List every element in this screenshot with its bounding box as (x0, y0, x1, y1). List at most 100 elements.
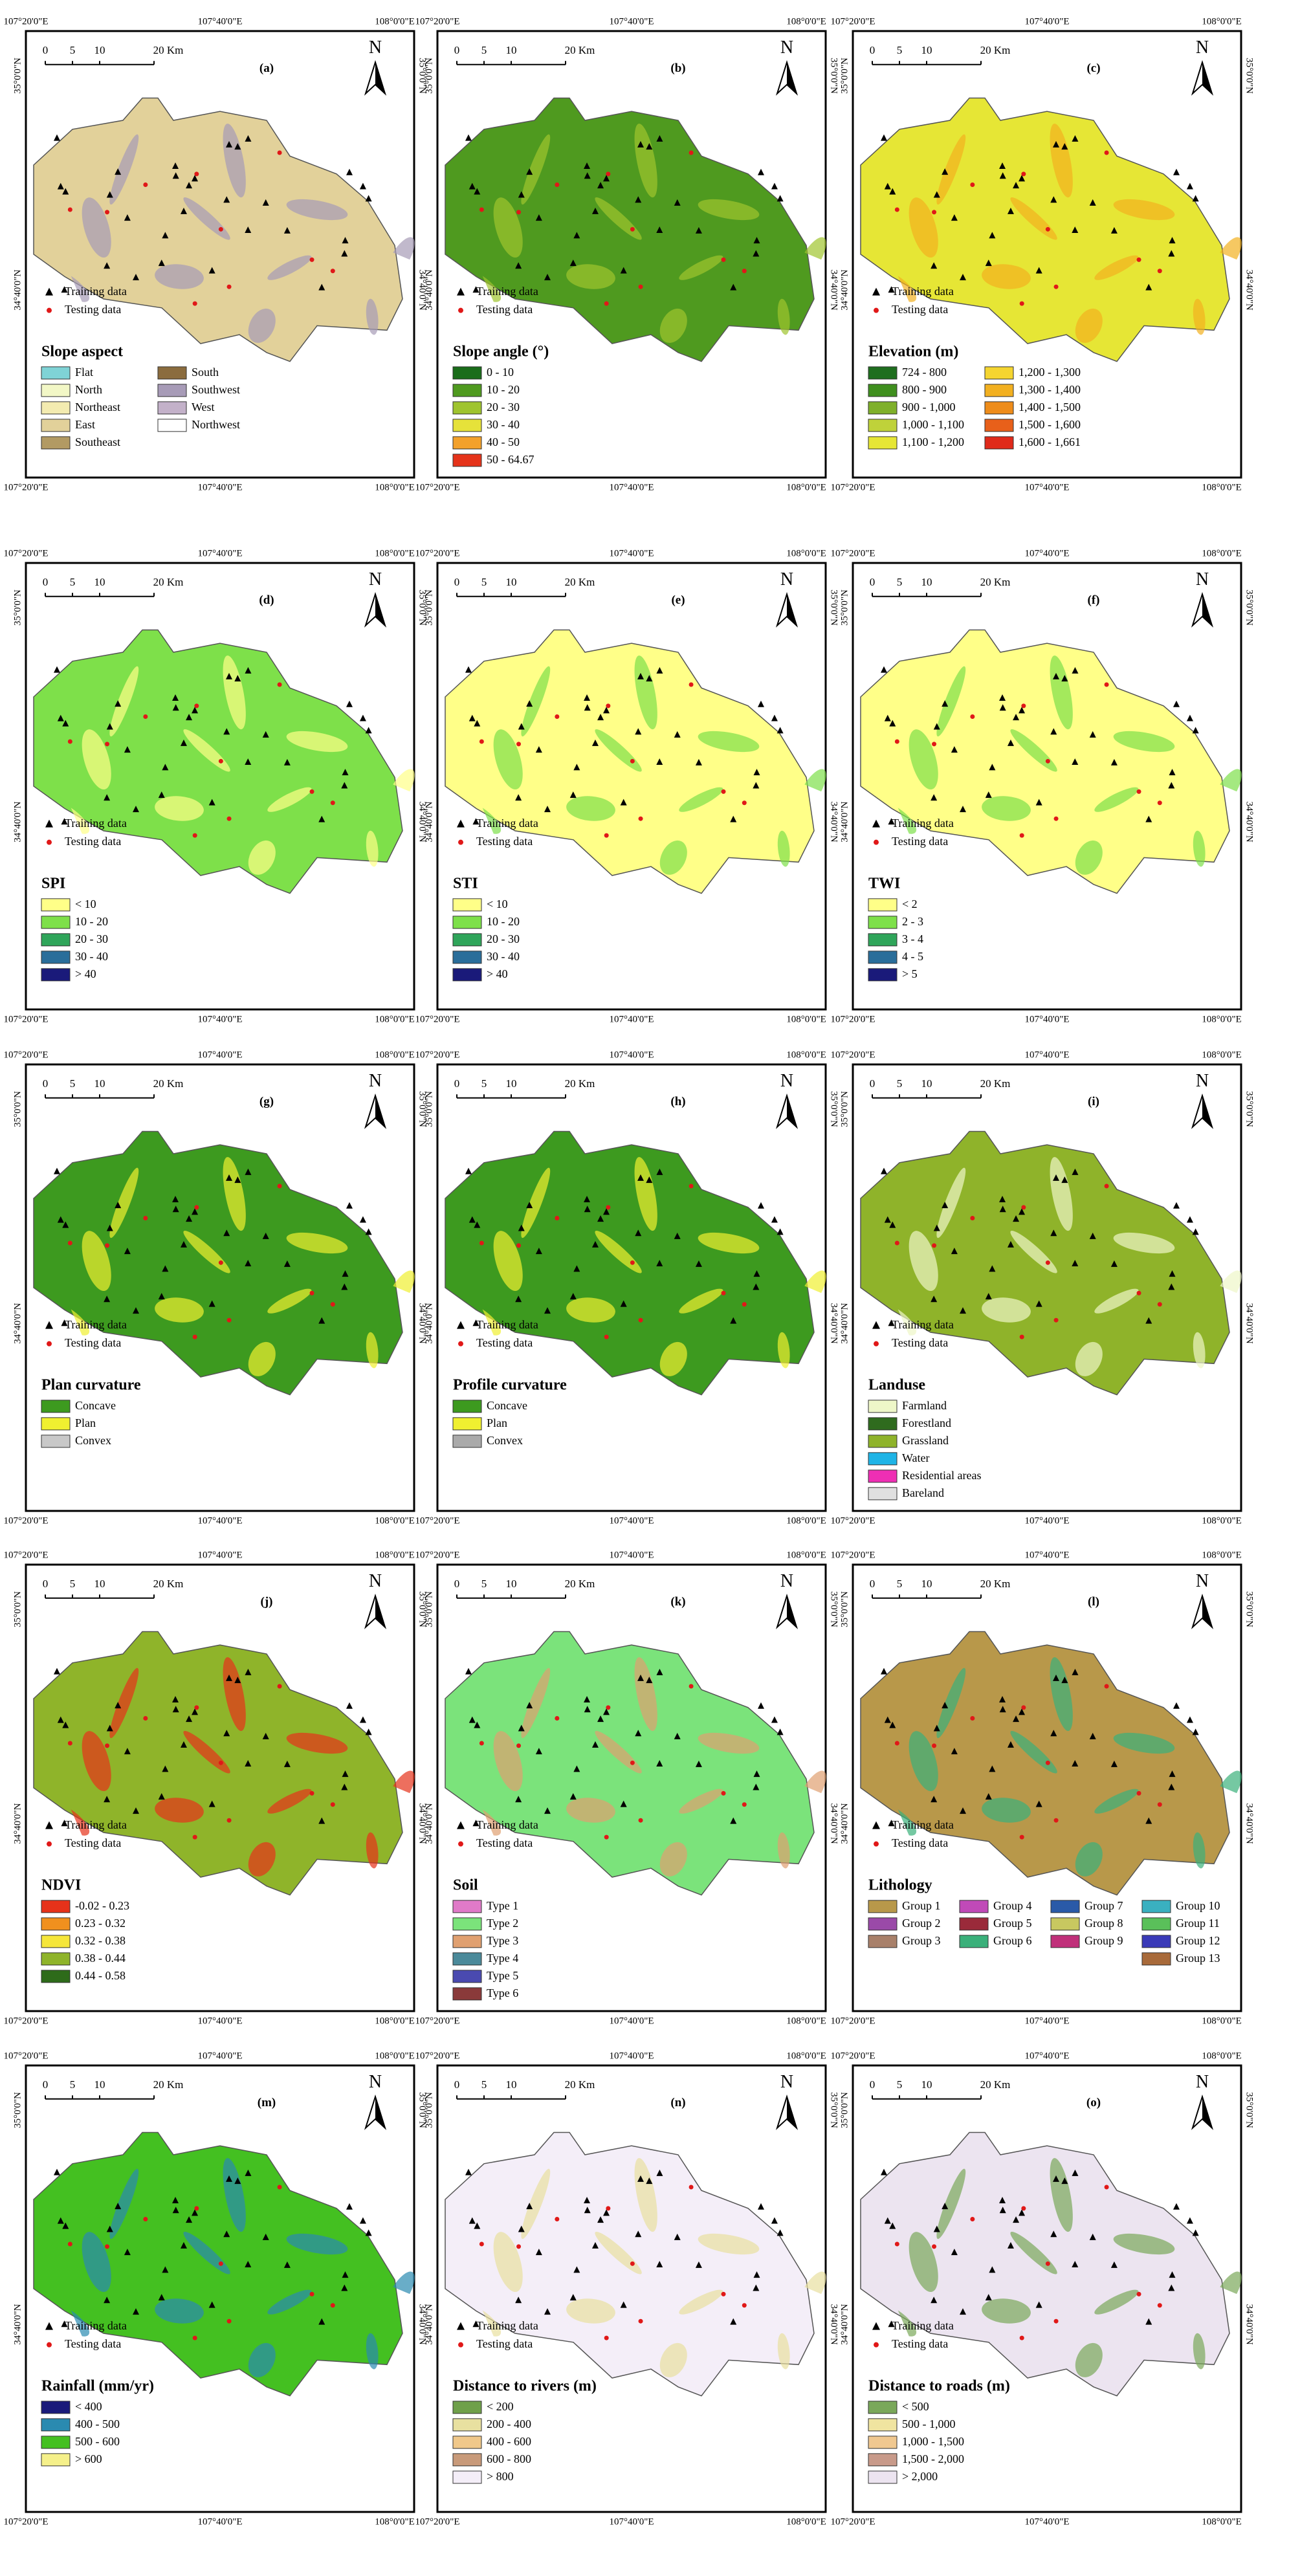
legend-label: 4 - 5 (902, 950, 923, 963)
left-coord-label: 34°40'0"N (12, 269, 23, 310)
bottom-coord-label: 107°20'0"E (415, 2516, 460, 2527)
map-patch (777, 298, 790, 335)
training-point (931, 2296, 938, 2304)
legend-label: Type 6 (487, 1987, 518, 1999)
training-point (584, 2197, 591, 2204)
testing-point (606, 1205, 611, 1210)
top-coord-label: 108°0'0"E (786, 548, 826, 558)
map-patch (267, 255, 312, 280)
north-label: N (780, 1571, 793, 1591)
training-point (341, 250, 348, 257)
legend-swatch (157, 384, 187, 397)
scale-label: 0 (870, 1578, 876, 1590)
testing-point (1045, 226, 1050, 232)
legend-swatch (452, 968, 482, 982)
right-coord-label: 35°0'0"N (417, 1091, 428, 1127)
north-label: N (369, 1571, 382, 1591)
testing-symbol (874, 1841, 879, 1847)
map-patch (777, 1832, 790, 1869)
training-point (365, 1228, 372, 1235)
training-point (57, 714, 64, 721)
training-point (62, 1221, 69, 1228)
training-point (104, 1295, 111, 1303)
scale-label: 20 Km (980, 44, 1011, 56)
training-point (753, 2271, 760, 2278)
scale-label: 20 Km (565, 2078, 595, 2091)
legend-swatch (868, 1487, 898, 1501)
training-point (468, 714, 476, 721)
testing-point (192, 301, 197, 306)
training-point (771, 182, 778, 190)
top-coord-label: 108°0'0"E (1202, 1550, 1242, 1560)
testing-point (638, 284, 643, 289)
top-coord-label: 107°20'0"E (831, 2051, 876, 2061)
training-symbol (45, 287, 53, 296)
scale-label: 5 (70, 2078, 76, 2091)
legend-swatch (452, 2453, 482, 2467)
left-coord-label: 34°40'0"N (424, 1303, 434, 1343)
scale-label: 20 Km (980, 576, 1011, 588)
map-patch (493, 2232, 523, 2293)
testing-point (894, 1240, 899, 1246)
map-patch (521, 1668, 551, 1739)
training-point (54, 1167, 60, 1174)
training-point (208, 2301, 215, 2308)
training-point (591, 1741, 599, 1748)
training-point (889, 2222, 896, 2229)
legend-swatch (984, 401, 1014, 415)
training-point (597, 1715, 604, 1723)
training-point (346, 168, 353, 175)
training-point (518, 1224, 525, 1231)
training-point (1061, 143, 1068, 150)
legend-label: 2 - 3 (902, 915, 923, 928)
training-point (1050, 728, 1057, 735)
legend-label: Group 11 (1176, 1917, 1220, 1930)
legend-title: Profile curvature (453, 1376, 567, 1393)
scale-label: 20 Km (153, 576, 184, 588)
legend-swatch (452, 1987, 482, 2001)
map-patch (366, 1332, 379, 1369)
training-point (646, 2177, 653, 2185)
training-label: Training data (892, 2319, 954, 2332)
legend-swatch (1141, 1935, 1171, 1948)
testing-point (970, 1715, 975, 1721)
legend-swatch (868, 1452, 898, 1466)
testing-point (309, 1790, 314, 1796)
training-point (656, 1168, 663, 1175)
testing-point (516, 2244, 522, 2249)
training-point (753, 250, 760, 257)
training-point (365, 1728, 372, 1735)
map-patch (909, 2232, 938, 2293)
scale-label: 20 Km (565, 576, 595, 588)
map-patch (82, 729, 111, 790)
map-patch (1094, 2289, 1139, 2315)
training-point (951, 746, 958, 753)
map-patch (566, 264, 615, 289)
legend-label: Group 6 (993, 1934, 1032, 1947)
training-point (777, 1728, 784, 1735)
north-label: N (1196, 569, 1209, 589)
testing-symbol (458, 1841, 463, 1847)
legend-label: -0.02 - 0.23 (75, 1899, 129, 1912)
legend-label: 800 - 900 (902, 383, 947, 396)
training-point (985, 1293, 992, 1300)
legend-label: 1,600 - 1,661 (1019, 435, 1081, 448)
training-point (208, 798, 215, 806)
testing-point (479, 1741, 484, 1746)
map-patch (155, 1798, 204, 1823)
training-point (515, 2296, 522, 2304)
left-coord-label: 35°0'0"N (424, 589, 434, 626)
north-label: N (1196, 1571, 1209, 1591)
testing-label: Testing data (892, 1836, 948, 1849)
training-point (881, 666, 887, 673)
left-coord-label: 34°40'0"N (12, 1803, 23, 1844)
training-point (656, 226, 663, 233)
legend-swatch (868, 1917, 898, 1931)
training-point (115, 700, 122, 707)
panel-letter: (c) (1086, 61, 1100, 75)
scale-label: 5 (70, 44, 76, 56)
legend-label: > 600 (75, 2452, 102, 2465)
top-coord-label: 107°40'0"E (198, 548, 243, 558)
training-point (245, 1668, 252, 1675)
training-point (186, 714, 193, 721)
